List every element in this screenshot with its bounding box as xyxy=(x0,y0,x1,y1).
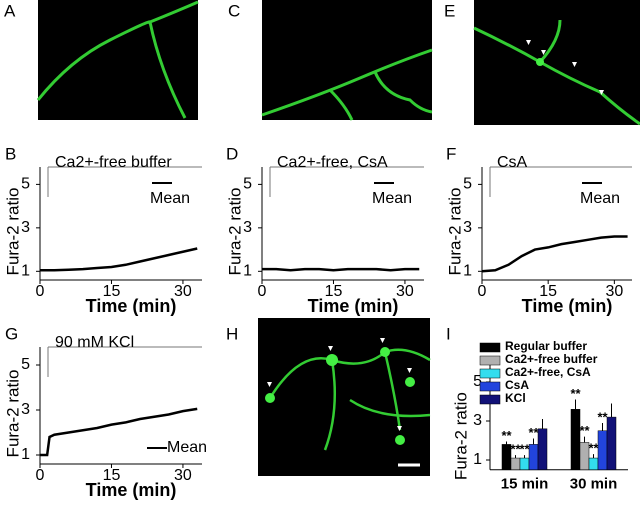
legend-swatch xyxy=(479,394,501,405)
y-tick-label: 3 xyxy=(21,401,30,418)
image-a xyxy=(36,0,199,120)
y-tick-label: 3 xyxy=(21,219,30,236)
x-tick-label: 0 xyxy=(258,283,267,300)
mean-line xyxy=(40,247,198,272)
mean-line xyxy=(262,267,420,272)
legend-label: Mean xyxy=(372,190,412,207)
legend-label: Mean xyxy=(167,439,207,456)
mean-line xyxy=(40,407,198,457)
y-axis-label: Fura-2 ratio xyxy=(3,370,22,458)
y-tick-label: 5 xyxy=(473,373,482,390)
x-tick-label: 15 xyxy=(539,283,557,300)
chart-title: Ca2+-free, CsA xyxy=(277,154,388,171)
y-tick-label: 5 xyxy=(21,356,30,373)
x-axis-label: Time (min) xyxy=(86,480,177,500)
x-tick-label: 0 xyxy=(36,283,45,300)
y-tick-label: 1 xyxy=(243,263,252,280)
panel-letter: E xyxy=(444,1,455,20)
legend-swatch xyxy=(479,342,501,353)
bar xyxy=(588,457,599,470)
legend-swatch xyxy=(479,381,501,392)
significance: ** xyxy=(501,428,512,443)
y-tick-label: 5 xyxy=(21,176,30,193)
x-axis-label: Time (min) xyxy=(522,296,613,316)
x-tick-label: 15 xyxy=(325,283,343,300)
y-tick-label: 5 xyxy=(463,176,472,193)
y-axis-label: Fura-2 ratio xyxy=(451,392,470,480)
significance: ** xyxy=(597,409,608,424)
panel-letter: F xyxy=(446,144,456,163)
x-tick-label: 30 min xyxy=(570,476,618,493)
x-tick-label: 30 xyxy=(174,283,192,300)
panel-letter: I xyxy=(446,324,451,343)
y-axis-label: Fura-2 ratio xyxy=(225,188,244,276)
panel-letter: H xyxy=(226,324,238,343)
image-e xyxy=(473,0,640,126)
legend-label: Mean xyxy=(580,190,620,207)
significance: ** xyxy=(588,441,599,456)
bar xyxy=(597,430,608,470)
x-tick-label: 0 xyxy=(478,283,487,300)
significance: ** xyxy=(528,425,539,440)
x-axis-label: Time (min) xyxy=(308,296,399,316)
panel-letter: B xyxy=(5,144,16,163)
legend-label: Mean xyxy=(150,190,190,207)
y-tick-label: 1 xyxy=(463,263,472,280)
chart-title: CsA xyxy=(497,154,528,171)
x-tick-label: 15 xyxy=(103,283,121,300)
mean-line xyxy=(481,235,628,273)
legend-swatch xyxy=(479,355,501,366)
y-axis-label: Fura-2 ratio xyxy=(445,188,464,276)
y-tick-label: 3 xyxy=(243,219,252,236)
bar xyxy=(537,428,548,470)
bar xyxy=(528,444,539,470)
legend-label: Ca2+-free buffer xyxy=(505,352,598,366)
x-tick-label: 15 xyxy=(103,467,121,484)
y-tick-label: 1 xyxy=(21,446,30,463)
x-tick-label: 30 xyxy=(605,283,623,300)
y-axis-label: Fura-2 ratio xyxy=(3,188,22,276)
y-tick-label: 5 xyxy=(243,176,252,193)
chart-title: Ca2+-free buffer xyxy=(55,154,172,171)
bar xyxy=(510,457,521,470)
x-tick-label: 15 min xyxy=(501,476,549,493)
y-tick-label: 3 xyxy=(463,219,472,236)
legend-label: Regular buffer xyxy=(505,339,587,353)
x-tick-label: 0 xyxy=(36,467,45,484)
x-tick-label: 30 xyxy=(174,467,192,484)
y-tick-label: 1 xyxy=(473,451,482,468)
y-tick-label: 3 xyxy=(473,412,482,429)
legend-swatch xyxy=(479,368,501,379)
x-tick-label: 30 xyxy=(396,283,414,300)
panel-letter: D xyxy=(226,144,238,163)
x-axis-label: Time (min) xyxy=(86,296,177,316)
image-c xyxy=(261,0,433,121)
panel-letter: A xyxy=(4,1,16,20)
chart-title: 90 mM KCl xyxy=(55,334,134,351)
legend-label: Ca2+-free, CsA xyxy=(505,365,591,379)
significance: ** xyxy=(510,442,521,457)
panel-letter: C xyxy=(228,1,240,20)
bar xyxy=(570,409,581,470)
significance: ** xyxy=(570,386,581,401)
bar xyxy=(606,416,617,471)
significance: ** xyxy=(579,423,590,438)
panel-letter: G xyxy=(5,324,18,343)
bar xyxy=(519,457,530,470)
significance: ** xyxy=(519,442,530,457)
y-tick-label: 1 xyxy=(21,263,30,280)
image-h xyxy=(258,318,431,476)
legend-label: CsA xyxy=(505,378,529,392)
legend-label: KCl xyxy=(505,391,526,405)
